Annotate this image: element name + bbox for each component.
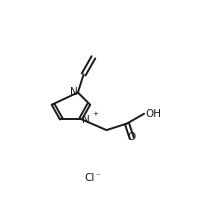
Text: ⁻: ⁻ — [96, 172, 100, 182]
Text: +: + — [93, 111, 99, 117]
Text: O: O — [128, 132, 136, 142]
Text: N: N — [70, 87, 77, 97]
Text: OH: OH — [146, 109, 162, 119]
Text: Cl: Cl — [85, 172, 95, 182]
Text: N: N — [83, 115, 90, 125]
